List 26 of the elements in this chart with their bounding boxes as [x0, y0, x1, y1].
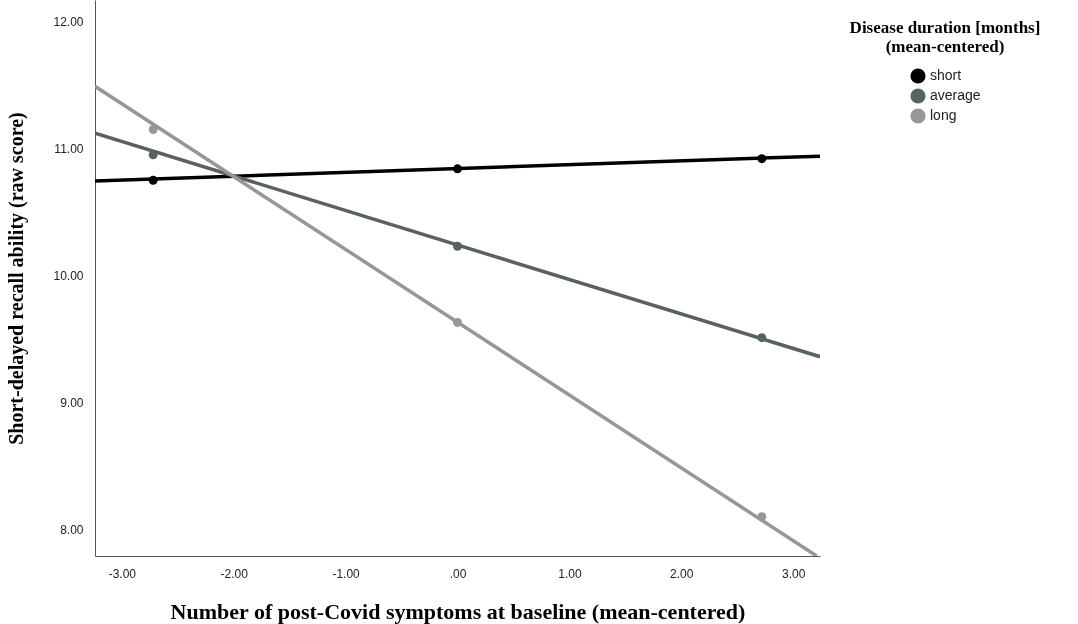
point — [757, 154, 767, 164]
point — [757, 512, 767, 522]
x-tick-label: -2.00 — [220, 566, 249, 581]
y-tick-label: 11.00 — [54, 142, 84, 157]
point — [148, 125, 158, 134]
x-tick-label: .00 — [449, 566, 467, 581]
point — [453, 317, 462, 327]
legend-label: long — [930, 107, 957, 123]
x-axis-title: Number of post-Covid symptoms at baseline (mean-centered) — [170, 598, 746, 624]
x-tick-label: 1.00 — [558, 566, 582, 581]
legend-label: average — [930, 87, 981, 103]
point — [453, 241, 462, 251]
y-tick-label: 8.00 — [60, 522, 84, 537]
y-tick-label: 9.00 — [60, 395, 84, 410]
point — [757, 333, 767, 343]
x-tick-label: -3.00 — [108, 566, 137, 581]
y-axis-title: Short-delayed recall ability (raw score) — [5, 112, 29, 445]
x-tick-label: -1.00 — [332, 566, 361, 581]
legend-label: short — [930, 67, 962, 83]
y-tick-label: 12.00 — [53, 15, 84, 30]
y-tick-label: 10.00 — [53, 268, 84, 283]
point — [148, 175, 158, 185]
point — [453, 164, 462, 174]
legend-title: Disease duration [months] (mean-centered) — [849, 18, 1041, 56]
x-tick-label: 2.00 — [670, 566, 694, 581]
x-tick-label: 3.00 — [781, 566, 806, 581]
